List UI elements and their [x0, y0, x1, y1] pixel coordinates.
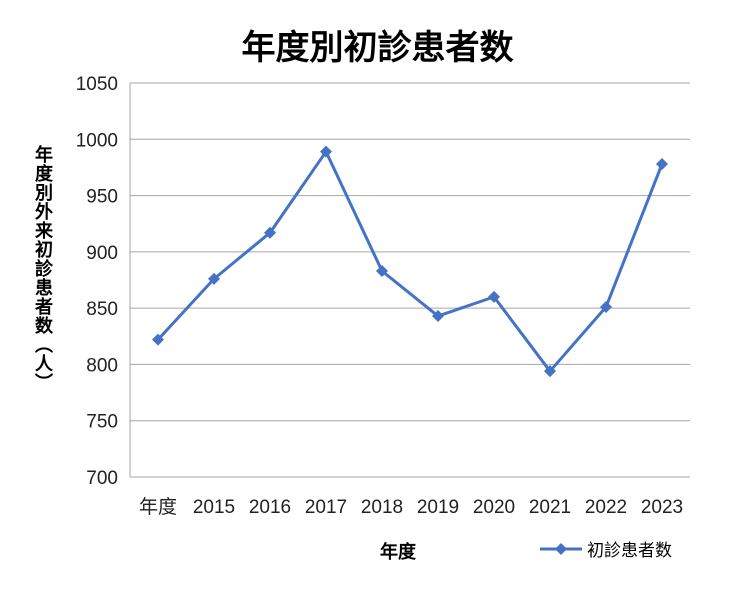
data-point — [488, 290, 500, 303]
chart-title: 年度別初診患者数 — [241, 28, 514, 68]
data-point — [152, 333, 164, 346]
data-point — [320, 145, 332, 158]
data-point — [432, 310, 444, 323]
data-point — [264, 226, 276, 239]
x-tick-label: 2015 — [193, 497, 235, 518]
y-tick-label: 1050 — [76, 74, 118, 95]
data-point — [656, 158, 668, 171]
y-tick-label: 850 — [86, 299, 118, 320]
x-tick-label: 2023 — [641, 497, 683, 518]
series-line — [156, 150, 664, 373]
y-tick-label: 700 — [86, 468, 118, 489]
x-tick-label: 2019 — [417, 497, 459, 518]
x-tick-label: 2020 — [473, 497, 515, 518]
y-tick-label: 900 — [86, 243, 118, 264]
y-tick-label: 800 — [86, 355, 118, 376]
legend-series-marker — [540, 542, 582, 555]
x-tick-label: 年度 — [139, 496, 177, 518]
data-point — [376, 264, 388, 277]
x-tick-label: 2021 — [529, 497, 571, 518]
x-axis-title: 年度 — [380, 542, 416, 563]
x-tick-label: 2022 — [585, 497, 627, 518]
data-point — [544, 365, 556, 378]
legend: 初診患者数 — [540, 536, 672, 561]
y-tick-label: 1000 — [76, 130, 118, 151]
x-tick-label: 2017 — [305, 497, 347, 518]
y-axis-title: 年度別外来初診患者数（人） — [32, 145, 53, 392]
x-tick-label: 2018 — [361, 497, 403, 518]
data-point — [600, 301, 612, 314]
x-tick-label: 2016 — [249, 497, 291, 518]
data-point — [208, 272, 220, 285]
y-tick-label: 750 — [86, 412, 118, 433]
legend-series-label: 初診患者数 — [587, 541, 672, 561]
y-tick-label: 950 — [86, 187, 118, 208]
